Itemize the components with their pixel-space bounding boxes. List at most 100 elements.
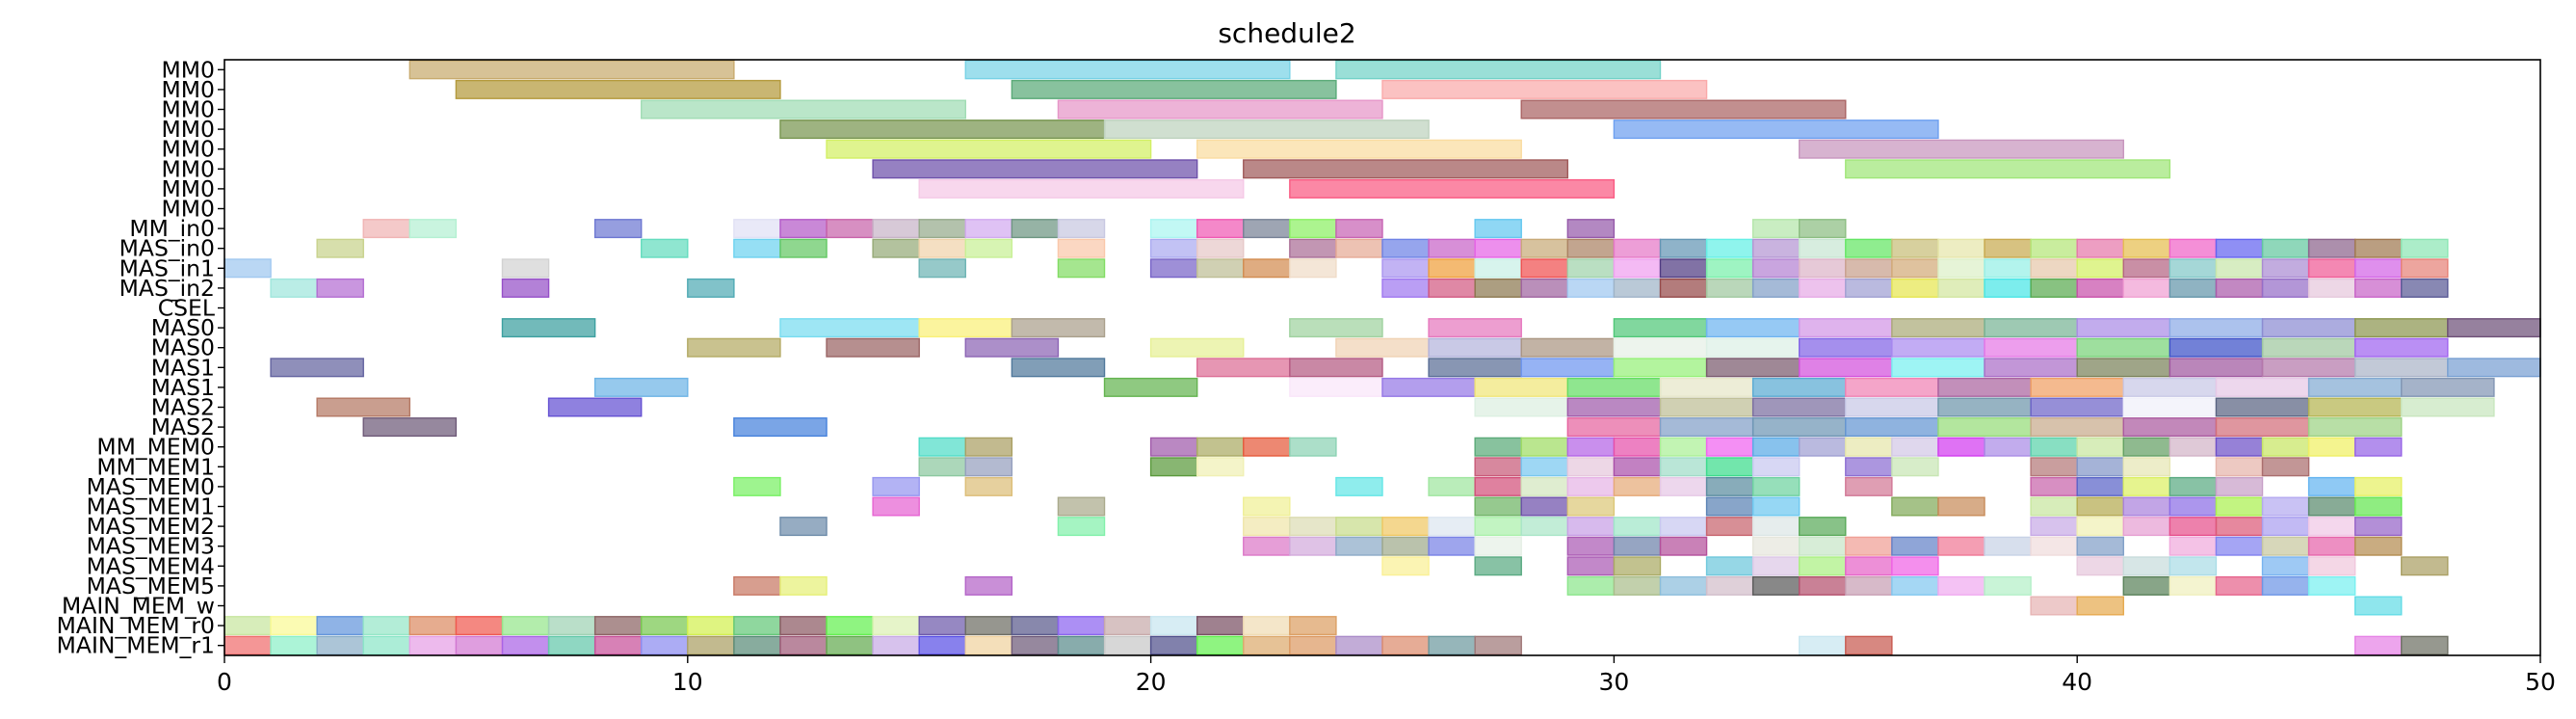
bar-mm-mem1-20-12 (1891, 457, 1939, 477)
bar-mas-mem4-25-5 (1751, 556, 1801, 576)
bar-mm0-2-2 (1520, 99, 1847, 120)
bar-mm0-5-1 (1243, 159, 1569, 179)
bar-mas-in1-10-14 (1659, 258, 1708, 279)
bar-mas-in2-11-14 (1845, 278, 1893, 298)
y-tick-label-26: MAS_MEM5 (87, 573, 215, 599)
bar-mm0-4-2 (1799, 139, 2124, 159)
bar-main-mem-r1-29-12 (779, 635, 828, 655)
bar-mas-in2-11-10 (1659, 278, 1708, 298)
bar-mas-mem3-24-5 (1474, 536, 1522, 556)
bar-mm-in0-8-5 (826, 219, 874, 239)
bar-mas0-14-14 (2261, 337, 2356, 358)
bar-mas1-15-2 (1196, 358, 1291, 378)
bar-main-mem-r0-28-21 (1196, 616, 1245, 636)
bar-mm-in0-8-8 (964, 219, 1013, 239)
bar-mas-in0-9-4 (872, 238, 920, 258)
bar-mas-in2-11-7 (1520, 278, 1569, 298)
bar-mas-mem1-22-7 (1751, 496, 1801, 517)
bar-mas-mem3-24-18 (2215, 536, 2264, 556)
bar-mas0-13-4 (1289, 318, 1383, 338)
bar-mas-mem3-24-15 (2030, 536, 2078, 556)
bar-mm-mem1-20-14 (2076, 457, 2124, 477)
bar-mas-mem2-23-9 (1566, 517, 1616, 537)
bar-mm-mem1-20-16 (2215, 457, 2264, 477)
bar-mas-mem4-25-4 (1705, 556, 1754, 576)
bar-mm-mem1-20-15 (2122, 457, 2171, 477)
bar-mm-in0-8-17 (1566, 219, 1616, 239)
bar-main-mem-w-27-2 (2353, 596, 2403, 616)
bar-mas-in2-11-19 (2076, 278, 2124, 298)
bar-mm-in0-8-10 (1057, 219, 1106, 239)
bar-mm-mem1-20-11 (1845, 457, 1893, 477)
bar-mas-in2-11-2 (501, 278, 550, 298)
bar-mas-mem3-24-8 (1659, 536, 1708, 556)
y-tick-label-2: MM0 (161, 96, 215, 123)
bar-mas-mem1-22-14 (2215, 496, 2264, 517)
bar-mas-mem2-23-10 (1613, 517, 1662, 537)
bar-mas1-15-10 (1984, 358, 2078, 378)
bar-mm-mem1-20-13 (2030, 457, 2078, 477)
bar-mas1-15-15 (2447, 358, 2541, 378)
bar-mas-in1-10-7 (1289, 258, 1337, 279)
bar-mas-mem2-23-19 (2215, 517, 2264, 537)
bar-mas-in1-10-16 (1751, 258, 1801, 279)
bar-main-mem-r0-28-2 (316, 616, 364, 636)
bar-mas1-16-11 (2122, 377, 2218, 397)
bar-mas0-13-13 (2261, 318, 2356, 338)
bar-mas1-15-6 (1613, 358, 1708, 378)
y-tick-label-3: MM0 (161, 116, 215, 143)
bar-main-mem-r1-29-2 (316, 635, 364, 655)
bar-mas0-14-0 (687, 337, 781, 358)
bar-mm-mem0-19-8 (1566, 437, 1616, 457)
bar-main-mem-r0-28-6 (501, 616, 550, 636)
bar-mas-in0-9-2 (733, 238, 781, 258)
bar-mas-mem0-21-2 (964, 476, 1013, 496)
bar-mm-mem1-20-3 (1196, 457, 1245, 477)
bar-mas-in0-9-10 (1289, 238, 1337, 258)
bar-main-mem-w-27-0 (2030, 596, 2078, 616)
bar-mas-mem5-26-13 (2122, 575, 2171, 596)
bar-mm0-6-1 (1289, 178, 1616, 199)
bar-mas-in1-10-13 (1613, 258, 1662, 279)
bar-main-mem-r1-29-0 (223, 635, 272, 655)
bar-mas2-17-4 (1659, 397, 1754, 417)
y-tick-label-1: MM0 (161, 76, 215, 103)
bar-mas-in1-10-28 (2307, 258, 2356, 279)
bar-mas0-13-9 (1891, 318, 1985, 338)
bar-mas-mem4-25-14 (2401, 556, 2449, 576)
bar-mm-mem1-20-17 (2261, 457, 2310, 477)
bar-mas-mem3-24-9 (1751, 536, 1801, 556)
bar-mas2-18-5 (1845, 417, 1939, 438)
bar-main-mem-r1-29-29 (1845, 635, 1893, 655)
bar-mas-mem5-26-3 (1566, 575, 1616, 596)
bar-mas-mem2-23-7 (1474, 517, 1522, 537)
bar-mas-mem3-24-6 (1566, 536, 1616, 556)
x-tick-label-4: 40 (2062, 668, 2092, 696)
bar-mas2-18-7 (2030, 417, 2124, 438)
bar-mas0-14-4 (1335, 337, 1430, 358)
bar-mas-in2-11-22 (2215, 278, 2264, 298)
bar-mas-mem5-26-0 (733, 575, 781, 596)
bar-mas-in2-11-6 (1474, 278, 1522, 298)
bar-mas0-14-7 (1613, 337, 1708, 358)
bar-mas-in0-9-17 (1613, 238, 1662, 258)
bar-mas0-14-6 (1520, 337, 1616, 358)
bar-mas-in0-9-15 (1520, 238, 1569, 258)
bar-mas-mem4-25-6 (1799, 556, 1847, 576)
bar-mas2-17-1 (547, 397, 643, 417)
bar-mas-mem4-25-1 (1474, 556, 1522, 576)
x-tick-label-0: 0 (217, 668, 232, 696)
bar-mas-in2-11-11 (1705, 278, 1754, 298)
bar-mm-in0-8-6 (872, 219, 920, 239)
bar-mm-mem1-20-8 (1659, 457, 1708, 477)
bar-main-mem-r1-29-15 (918, 635, 966, 655)
bar-mas-mem4-25-12 (2261, 556, 2310, 576)
bar-main-mem-r1-29-21 (1196, 635, 1245, 655)
bar-mas-mem1-22-0 (872, 496, 920, 517)
bar-mm-in0-8-19 (1799, 219, 1847, 239)
bar-mas1-16-5 (1566, 377, 1662, 397)
bar-mm-in0-8-14 (1289, 219, 1337, 239)
bars-layer (223, 60, 2541, 655)
bar-mas-mem2-23-17 (2122, 517, 2171, 537)
bar-mas-mem0-21-5 (1474, 476, 1522, 496)
